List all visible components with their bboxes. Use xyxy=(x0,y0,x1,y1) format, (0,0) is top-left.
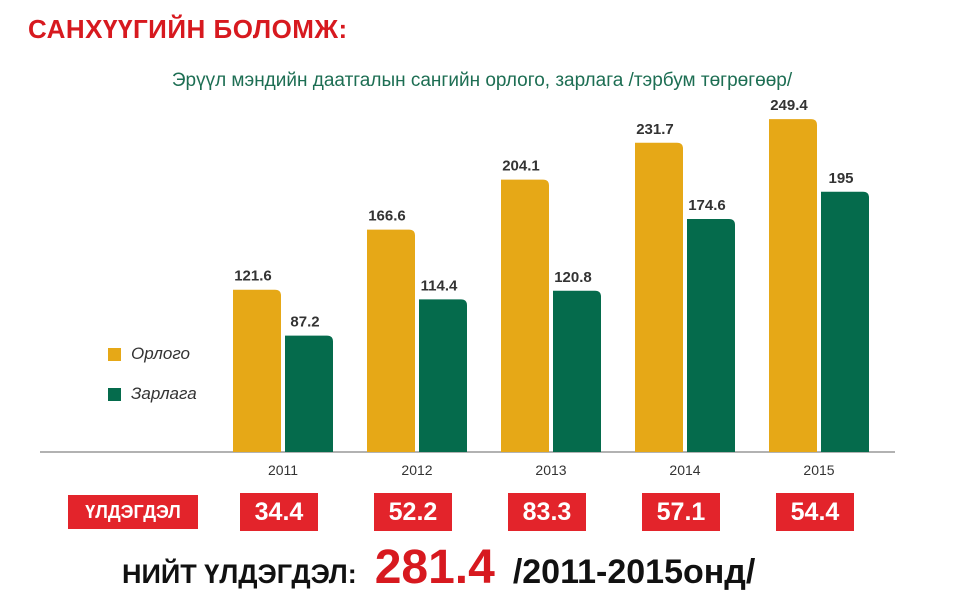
x-tick-2011: 2011 xyxy=(268,462,298,478)
chart-title: Эрүүл мэндийн даатгалын сангийн орлого, … xyxy=(171,70,793,91)
balance-label: ҮЛДЭГДЭЛ xyxy=(68,495,198,529)
page-title: САНХҮҮГИЙН БОЛОМЖ: xyxy=(28,14,348,44)
balance-value-2011: 34.4 xyxy=(240,493,318,531)
bar-income-2012 xyxy=(367,229,415,452)
data-label-income-2015: 249.4 xyxy=(770,97,808,114)
chart-legend: Орлого Зарлага xyxy=(108,344,197,424)
bar-expense-2014 xyxy=(687,218,735,452)
bar-income-2011 xyxy=(233,289,281,452)
total-value: 281.4 xyxy=(374,541,495,594)
legend-swatch-expense xyxy=(108,387,121,401)
legend-item-income: Орлого xyxy=(108,344,197,364)
legend-item-expense: Зарлага xyxy=(108,384,197,404)
data-label-income-2014: 231.7 xyxy=(636,121,674,138)
x-tick-2014: 2014 xyxy=(669,462,700,478)
data-label-income-2013: 204.1 xyxy=(502,158,540,175)
bar-chart: 121.6 87.2 2011 166.6 114.4 2012 204.1 120.8 201… xyxy=(40,97,895,478)
bar-income-2015 xyxy=(769,119,817,453)
balance-row: ҮЛДЭГДЭЛ 34.4 52.2 83.3 57.1 54.4 xyxy=(0,493,964,533)
legend-label-income: Орлого xyxy=(131,344,190,363)
balance-value-2012: 52.2 xyxy=(374,493,452,531)
x-tick-2015: 2015 xyxy=(803,462,834,478)
balance-value-2013: 83.3 xyxy=(508,493,586,531)
bar-expense-2015 xyxy=(821,191,869,452)
bar-income-2013 xyxy=(501,179,549,453)
legend-label-expense: Зарлага xyxy=(131,384,197,403)
data-label-income-2011: 121.6 xyxy=(234,268,272,285)
data-label-expense-2011: 87.2 xyxy=(290,314,319,331)
data-label-expense-2015: 195 xyxy=(828,170,853,187)
x-tick-2012: 2012 xyxy=(401,462,432,478)
bar-expense-2011 xyxy=(285,335,333,452)
total-balance: НИЙТ ҮЛДЭГДЭЛ: 281.4 /2011-2015онд/ xyxy=(122,540,755,610)
data-label-expense-2012: 114.4 xyxy=(421,277,458,294)
balance-value-2015: 54.4 xyxy=(776,493,854,531)
data-label-expense-2013: 120.8 xyxy=(554,269,592,286)
data-label-expense-2014: 174.6 xyxy=(688,197,726,214)
legend-swatch-income xyxy=(108,347,121,361)
bar-expense-2013 xyxy=(553,290,601,452)
data-label-income-2012: 166.6 xyxy=(368,208,406,225)
bar-expense-2012 xyxy=(419,299,467,452)
balance-value-2014: 57.1 xyxy=(642,493,720,531)
total-label: НИЙТ ҮЛДЭГДЭЛ: xyxy=(122,559,357,589)
x-tick-2013: 2013 xyxy=(535,462,566,478)
total-period: /2011-2015онд/ xyxy=(512,553,756,591)
bar-income-2014 xyxy=(635,142,683,452)
